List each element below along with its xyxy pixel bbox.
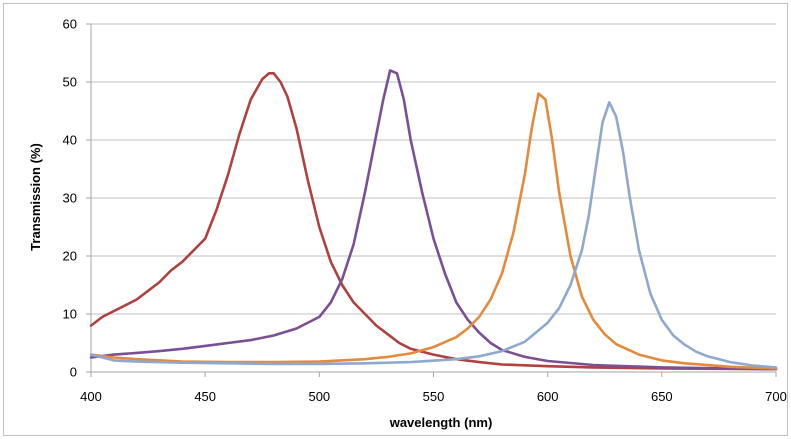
series-line-4 bbox=[89, 101, 778, 369]
y-tick-label: 60 bbox=[63, 17, 77, 32]
y-tick-label: 20 bbox=[63, 249, 77, 264]
x-tick-label: 500 bbox=[308, 389, 330, 404]
y-tick-label: 50 bbox=[63, 75, 77, 90]
x-axis-label: wavelength (nm) bbox=[389, 415, 493, 430]
x-tick-label: 700 bbox=[765, 389, 787, 404]
x-tick-labels: 400 450 500 550 600 650 700 bbox=[80, 389, 787, 404]
gridlines bbox=[91, 23, 776, 315]
y-tick-label: 40 bbox=[63, 133, 77, 148]
x-tick-label: 450 bbox=[194, 389, 216, 404]
plot-axes bbox=[86, 23, 777, 377]
series-line-1 bbox=[89, 72, 778, 371]
y-tick-label: 10 bbox=[63, 307, 77, 322]
x-tick-label: 650 bbox=[651, 389, 673, 404]
y-tick-label: 30 bbox=[63, 191, 77, 206]
series-line-3 bbox=[89, 92, 778, 370]
x-tick-label: 400 bbox=[80, 389, 102, 404]
series-group bbox=[89, 69, 778, 371]
series-line-2 bbox=[89, 69, 778, 371]
x-tick-label: 600 bbox=[537, 389, 559, 404]
y-tick-label: 0 bbox=[70, 365, 77, 380]
y-axis-label: Transmission (%) bbox=[28, 143, 43, 251]
chart-frame bbox=[3, 3, 788, 436]
x-tick-label: 550 bbox=[423, 389, 445, 404]
y-tick-labels: 0 10 20 30 40 50 60 bbox=[63, 17, 77, 380]
